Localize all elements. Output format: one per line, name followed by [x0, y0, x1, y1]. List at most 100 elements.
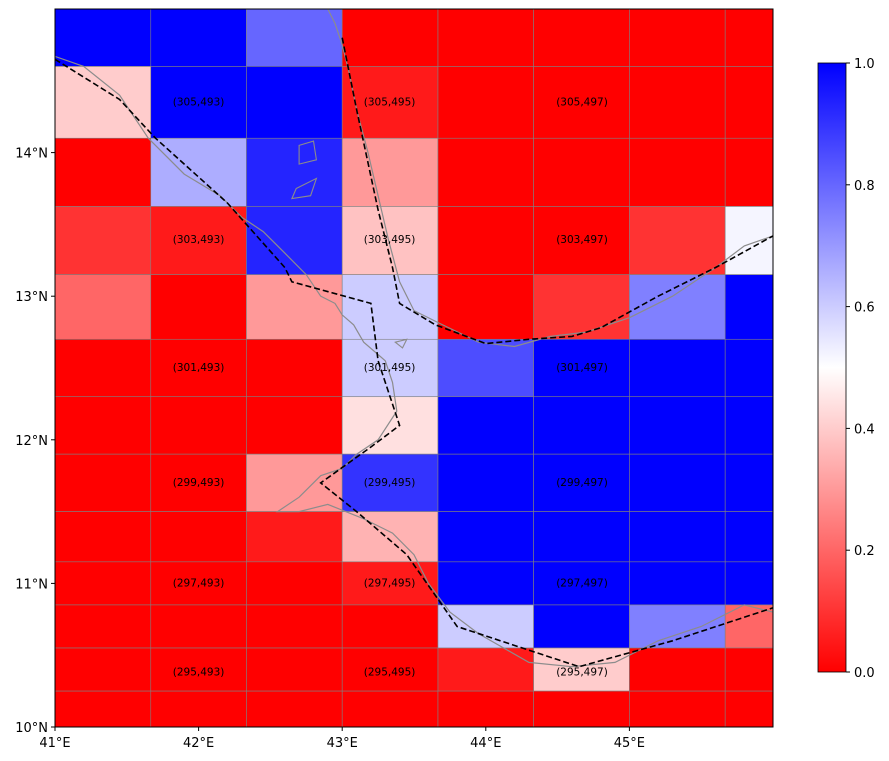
heatmap-cell [246, 274, 343, 340]
x-axis: 41°E 42°E 43°E 44°E 45°E [39, 727, 645, 751]
x-tick-label: 45°E [614, 736, 645, 751]
y-tick-label: 10°N [15, 721, 48, 736]
heatmap-cell [724, 561, 773, 606]
colorbar-tick-label: 0.4 [854, 422, 875, 437]
heatmap-cell [341, 396, 439, 455]
cell-label: (301,493) [173, 362, 225, 374]
heatmap-cell [724, 274, 773, 340]
colorbar-tick-label: 0.0 [854, 666, 875, 681]
y-tick-label: 11°N [15, 577, 48, 592]
heatmap-cell [150, 137, 247, 207]
heatmap-cell [724, 9, 773, 67]
heatmap-cell [246, 690, 343, 727]
heatmap-cell [533, 647, 630, 692]
x-tick-label: 42°E [183, 736, 214, 751]
y-axis: 10°N 11°N 12°N 13°N 14°N [15, 147, 55, 736]
heatmap-cell [629, 453, 726, 512]
colorbar: 0.0 0.2 0.4 0.6 0.8 1.0 [817, 57, 875, 681]
cell-label: (303,497) [556, 234, 608, 246]
colorbar-tick-label: 0.2 [854, 544, 875, 559]
heatmap-cell [246, 511, 343, 563]
heatmap-cell [341, 274, 439, 340]
x-tick-label: 41°E [39, 736, 70, 751]
heatmap-cell [629, 647, 726, 692]
heatmap-cell [150, 690, 247, 727]
y-tick-label: 14°N [15, 147, 48, 162]
heatmap-cell [341, 561, 439, 606]
heatmap-cell [437, 9, 534, 67]
heatmap-cell [341, 690, 439, 727]
heatmap-cell [437, 453, 534, 512]
heatmap-cell [629, 396, 726, 455]
heatmap-cell [437, 604, 534, 649]
island-outline [291, 177, 318, 200]
heatmap-cell [341, 206, 439, 275]
heatmap-cell [533, 511, 630, 563]
heatmap-cell [246, 66, 343, 139]
heatmap-cell [629, 604, 726, 649]
heatmap-cell [437, 206, 534, 275]
cell-label: (305,493) [173, 96, 225, 108]
heatmap-cell [55, 206, 152, 275]
heatmap-cell [629, 511, 726, 563]
colorbar-tick-label: 0.8 [854, 179, 875, 194]
coastline-line [55, 55, 773, 668]
cell-label: (299,497) [556, 477, 608, 489]
heatmap-cell [341, 338, 439, 398]
heatmap-cell [150, 604, 247, 649]
heatmap-cell [724, 690, 773, 727]
heatmap-cell [533, 9, 630, 67]
colorbar-gradient [817, 62, 847, 673]
heatmap-cell [437, 396, 534, 455]
heatmap-cells [55, 9, 773, 727]
heatmap-cell [150, 396, 247, 455]
boundary-dashed-line [55, 58, 773, 668]
heatmap-cell [55, 453, 152, 512]
heatmap-cell [246, 453, 343, 512]
heatmap-cell [629, 561, 726, 606]
heatmap-cell [533, 561, 630, 606]
heatmap-cell [724, 453, 773, 512]
heatmap-cell [150, 511, 247, 563]
heatmap-cell [629, 206, 726, 275]
heatmap-cell [150, 274, 247, 340]
heatmap-cell [341, 604, 439, 649]
heatmap-cell [629, 690, 726, 727]
heatmap-cell [246, 137, 343, 207]
heatmap-cell [533, 453, 630, 512]
heatmap-cell [341, 647, 439, 692]
heatmap-cell [55, 274, 152, 340]
heatmap-cell [533, 66, 630, 139]
y-tick-label: 13°N [15, 290, 48, 305]
heatmap-cell [55, 338, 152, 398]
heatmap-cell [246, 9, 343, 67]
heatmap-cell [55, 604, 152, 649]
heatmap-cell [724, 511, 773, 563]
heatmap-cell [724, 66, 773, 139]
heatmap-cell [437, 561, 534, 606]
heatmap-cell [629, 274, 726, 340]
cell-label: (295,493) [173, 666, 225, 678]
heatmap-cell [724, 338, 773, 398]
heatmap-cell [55, 561, 152, 606]
heatmap-cell [150, 9, 247, 67]
heatmap-cell [55, 647, 152, 692]
cell-label: (297,493) [173, 577, 225, 589]
x-tick-label: 43°E [327, 736, 358, 751]
heatmap-cell [246, 647, 343, 692]
plot-frame [54, 8, 774, 728]
heatmap-cell [246, 561, 343, 606]
boundary-dashed-line [341, 37, 773, 345]
heatmap-cell [533, 690, 630, 727]
heatmap-cell [150, 453, 247, 512]
heatmap-cell [437, 137, 534, 207]
heatmap-cell [533, 338, 630, 398]
heatmap-cell [150, 206, 247, 275]
heatmap-cell [55, 690, 152, 727]
heatmap-cell [724, 604, 773, 649]
heatmap-cell [437, 690, 534, 727]
heatmap-cell [724, 137, 773, 207]
heatmap-cell [341, 511, 439, 563]
heatmap-cell [246, 338, 343, 398]
heatmap-cell [533, 604, 630, 649]
